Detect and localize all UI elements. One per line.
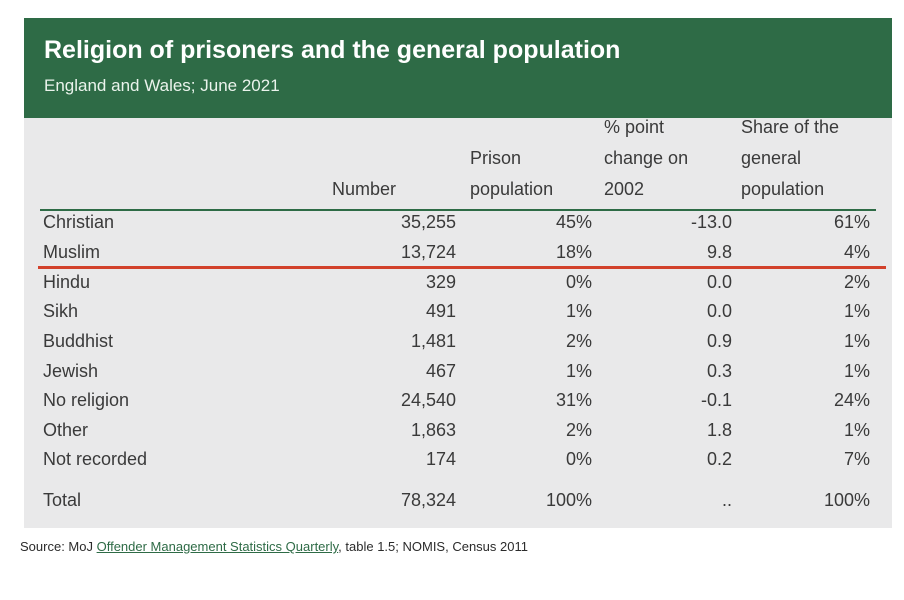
row-label: Other [43,420,89,440]
cell-general-share: 61% [833,212,870,232]
chart-subtitle: England and Wales; June 2021 [44,76,280,95]
cell-general-share: 24% [833,390,870,410]
cell-number: 1,863 [410,420,456,440]
cell-point-change: 1.8 [706,420,732,440]
cell-point-change: .. [721,490,732,510]
cell-general-share: 7% [843,449,870,469]
column-header-line: population [741,179,825,199]
source-note: Source: MoJ Offender Management Statisti… [20,539,528,554]
column-header-line: 2002 [604,179,645,199]
source-link[interactable]: Offender Management Statistics Quarterly [96,539,339,554]
row-label: Sikh [43,301,79,321]
header-divider [40,209,876,211]
row-label: Jewish [43,361,99,381]
cell-prison-population: 100% [545,490,592,510]
highlight-divider [38,266,886,269]
cell-number: 24,540 [400,390,456,410]
cell-number: 467 [425,361,456,381]
cell-prison-population: 31% [555,390,592,410]
cell-general-share: 1% [843,361,870,381]
cell-number: 35,255 [400,212,456,232]
cell-point-change: 0.0 [706,301,732,321]
cell-point-change: -0.1 [700,390,732,410]
row-label: Muslim [43,242,100,262]
cell-general-share: 2% [843,272,870,292]
cell-number: 329 [425,272,456,292]
column-header-line: Number [332,179,397,199]
cell-point-change: 0.2 [706,449,732,469]
source-suffix: , table 1.5; NOMIS, Census 2011 [338,539,528,554]
column-header-line: population [470,179,554,199]
column-header-general-share: Share of the general population [741,112,839,205]
source-prefix: Source: MoJ [20,539,97,554]
cell-number: 491 [425,301,456,321]
cell-prison-population: 0% [565,272,592,292]
column-header-line: change on [604,148,689,168]
cell-prison-population: 1% [565,301,592,321]
column-header-line: Share of the [741,117,840,137]
column-header-prison-population: Prison population [470,143,553,205]
cell-prison-population: 18% [555,242,592,262]
cell-point-change: 0.3 [706,361,732,381]
row-label: Buddhist [43,331,114,351]
cell-number: 1,481 [410,331,456,351]
title-banner: Religion of prisoners and the general po… [24,18,892,118]
cell-point-change: -13.0 [690,212,732,232]
cell-point-change: 0.0 [706,272,732,292]
cell-point-change: 9.8 [706,242,732,262]
row-label: Hindu [43,272,91,292]
column-header-number: Number [332,174,396,205]
cell-general-share: 1% [843,420,870,440]
cell-general-share: 4% [843,242,870,262]
row-label: Christian [43,212,115,232]
cell-prison-population: 45% [555,212,592,232]
cell-general-share: 1% [843,301,870,321]
cell-prison-population: 0% [565,449,592,469]
cell-point-change: 0.9 [706,331,732,351]
column-header-line: Prison [470,148,522,168]
row-label: Not recorded [43,449,148,469]
cell-prison-population: 1% [565,361,592,381]
cell-number: 13,724 [400,242,456,262]
cell-prison-population: 2% [565,331,592,351]
cell-general-share: 1% [843,331,870,351]
cell-prison-population: 2% [565,420,592,440]
row-label: Total [43,490,82,510]
chart-title: Religion of prisoners and the general po… [44,36,621,64]
table-card: Religion of prisoners and the general po… [24,18,892,528]
cell-general-share: 100% [823,490,870,510]
column-header-line: general [741,148,802,168]
cell-number: 174 [425,449,456,469]
row-label: No religion [43,390,130,410]
column-header-line: % point [604,117,665,137]
cell-number: 78,324 [400,490,456,510]
column-header-point-change: % point change on 2002 [604,112,688,205]
